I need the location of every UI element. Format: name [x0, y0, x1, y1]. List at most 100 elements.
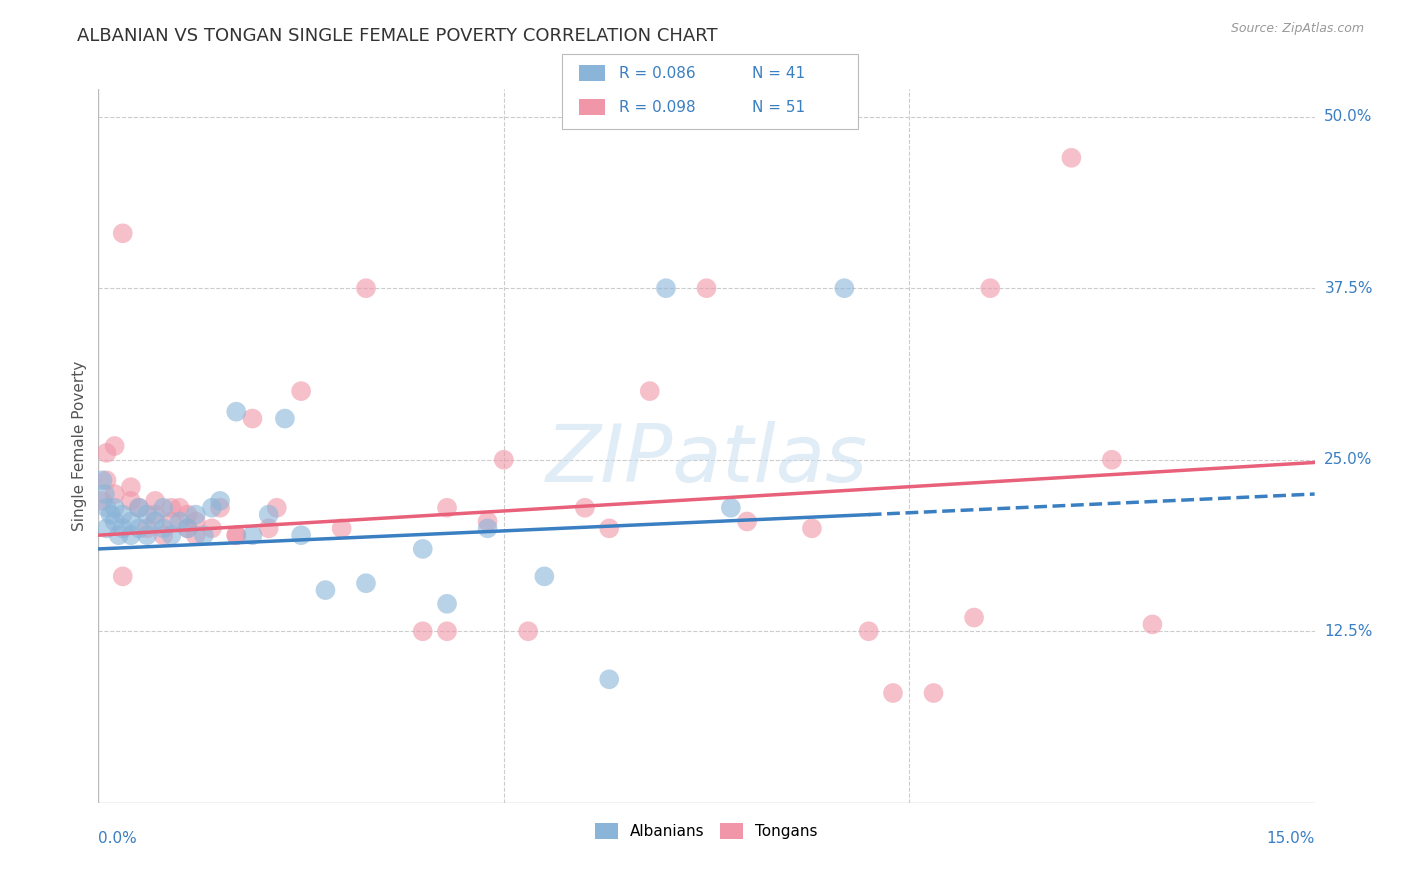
Point: [111, 569, 134, 583]
Point: [436, 624, 458, 639]
Point: [638, 384, 661, 398]
Point: [100, 508, 122, 522]
Point: [128, 521, 150, 535]
Point: [107, 528, 129, 542]
Legend: Albanians, Tongans: Albanians, Tongans: [589, 817, 824, 845]
Point: [266, 500, 288, 515]
Y-axis label: Single Female Poverty: Single Female Poverty: [72, 361, 87, 531]
Text: Source: ZipAtlas.com: Source: ZipAtlas.com: [1230, 22, 1364, 36]
Point: [96, 521, 118, 535]
Text: ZIPatlas: ZIPatlas: [546, 421, 868, 500]
Point: [96, 473, 118, 487]
Point: [120, 480, 142, 494]
Point: [477, 521, 499, 535]
Point: [169, 515, 191, 529]
Point: [314, 583, 336, 598]
Point: [128, 500, 150, 515]
Point: [655, 281, 678, 295]
Point: [963, 610, 986, 624]
Point: [922, 686, 945, 700]
Point: [257, 508, 280, 522]
Point: [201, 521, 224, 535]
Point: [242, 528, 264, 542]
Point: [136, 521, 159, 535]
Text: ALBANIAN VS TONGAN SINGLE FEMALE POVERTY CORRELATION CHART: ALBANIAN VS TONGAN SINGLE FEMALE POVERTY…: [77, 27, 718, 45]
Point: [412, 541, 434, 556]
Point: [225, 528, 247, 542]
Text: N = 41: N = 41: [752, 66, 806, 80]
Point: [720, 500, 742, 515]
Point: [354, 576, 377, 591]
Point: [184, 515, 207, 529]
Point: [436, 500, 458, 515]
Text: 12.5%: 12.5%: [1324, 624, 1372, 639]
Point: [120, 515, 142, 529]
Point: [152, 528, 174, 542]
Point: [91, 494, 114, 508]
Point: [598, 673, 620, 687]
Text: 50.0%: 50.0%: [1324, 109, 1372, 124]
Point: [979, 281, 1001, 295]
Point: [143, 494, 166, 508]
Point: [96, 446, 118, 460]
Point: [735, 515, 758, 529]
Point: [800, 521, 823, 535]
Point: [111, 508, 134, 522]
Text: N = 51: N = 51: [752, 100, 806, 114]
Point: [242, 411, 264, 425]
Point: [882, 686, 904, 700]
Point: [1101, 452, 1123, 467]
Point: [517, 624, 540, 639]
Point: [111, 521, 134, 535]
Point: [225, 528, 247, 542]
Point: [201, 500, 224, 515]
Point: [104, 439, 127, 453]
Point: [533, 569, 555, 583]
Point: [143, 508, 166, 522]
Point: [436, 597, 458, 611]
Point: [574, 500, 596, 515]
Point: [257, 521, 280, 535]
Point: [184, 528, 207, 542]
Point: [169, 500, 191, 515]
Point: [152, 500, 174, 515]
Point: [136, 528, 159, 542]
Point: [834, 281, 856, 295]
Text: R = 0.098: R = 0.098: [619, 100, 695, 114]
Point: [160, 528, 183, 542]
Point: [143, 515, 166, 529]
Point: [290, 528, 312, 542]
Point: [152, 521, 174, 535]
Point: [160, 515, 183, 529]
Point: [354, 281, 377, 295]
Point: [120, 494, 142, 508]
Point: [492, 452, 515, 467]
Point: [1060, 151, 1083, 165]
Point: [696, 281, 718, 295]
Point: [120, 528, 142, 542]
Text: R = 0.086: R = 0.086: [619, 66, 695, 80]
Point: [274, 411, 297, 425]
Point: [598, 521, 620, 535]
Point: [94, 487, 117, 501]
Point: [193, 528, 215, 542]
Point: [225, 405, 247, 419]
Point: [136, 508, 159, 522]
Point: [209, 494, 232, 508]
Text: 15.0%: 15.0%: [1267, 831, 1315, 847]
Text: 25.0%: 25.0%: [1324, 452, 1372, 467]
Point: [176, 521, 198, 535]
Point: [477, 515, 499, 529]
Point: [209, 500, 232, 515]
Point: [104, 515, 127, 529]
Text: 0.0%: 0.0%: [98, 831, 138, 847]
Point: [176, 508, 198, 522]
Point: [176, 521, 198, 535]
Point: [330, 521, 353, 535]
Point: [412, 624, 434, 639]
Point: [290, 384, 312, 398]
Point: [128, 500, 150, 515]
Point: [160, 500, 183, 515]
Point: [104, 500, 127, 515]
Point: [858, 624, 880, 639]
